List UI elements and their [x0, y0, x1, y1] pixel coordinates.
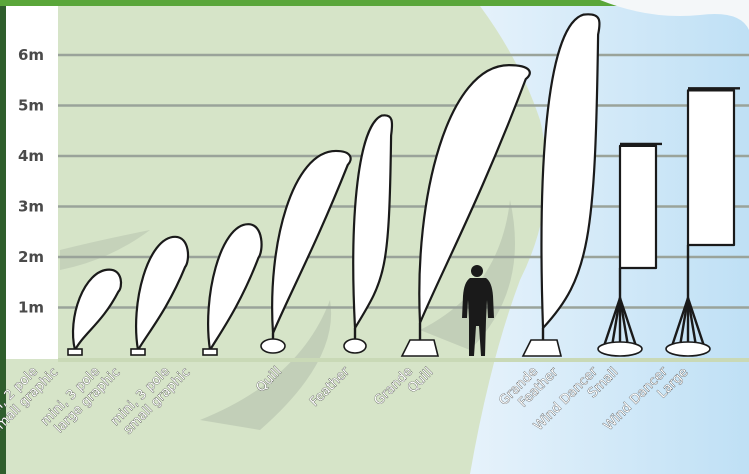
- flag-1: [67, 268, 123, 356]
- scale-strip: [6, 6, 58, 359]
- flag-2: [130, 235, 190, 356]
- flag-leg: [678, 297, 690, 347]
- top-bar: [0, 0, 749, 6]
- flag-base: [597, 341, 643, 357]
- flag-leg: [618, 297, 638, 347]
- flag-base: [521, 339, 563, 357]
- flag-base: [202, 348, 218, 356]
- flag-leg: [686, 297, 706, 347]
- person-icon: [462, 265, 494, 356]
- height-scale: 1m 2m 3m 4m 5m 6m: [18, 46, 44, 317]
- flag-base: [665, 341, 711, 357]
- flag-4: [260, 149, 352, 354]
- flag-banner: [540, 13, 601, 330]
- flag-leg: [618, 297, 630, 347]
- flag-leg: [686, 297, 698, 347]
- scale-label-1m: 1m: [18, 299, 44, 317]
- cloud: [600, 0, 749, 30]
- flag-leg: [610, 297, 622, 347]
- flag-leg: [602, 297, 622, 347]
- flag-3: [202, 223, 263, 356]
- flag-banner: [686, 89, 736, 247]
- flag-base: [400, 339, 440, 357]
- flag-base: [343, 338, 367, 354]
- scale-label-2m: 2m: [18, 248, 44, 266]
- flag-8: [597, 142, 662, 357]
- flags-group: [67, 13, 740, 357]
- field-region: [6, 6, 547, 474]
- flag-banner: [271, 149, 352, 335]
- shadow-swirl: [200, 300, 332, 430]
- scale-label-4m: 4m: [18, 147, 44, 165]
- flag-banner: [352, 114, 394, 330]
- left-edge: [0, 6, 6, 474]
- flag-base: [67, 348, 83, 356]
- flag-5: [343, 114, 394, 354]
- flag-banner: [618, 144, 658, 270]
- flag-base: [260, 338, 286, 354]
- scale-label-3m: 3m: [18, 198, 44, 216]
- flag-6: [400, 63, 531, 357]
- scale-label-6m: 6m: [18, 46, 44, 64]
- flag-banner: [134, 235, 190, 352]
- flag-9: [665, 87, 740, 357]
- flag-banner: [207, 223, 263, 352]
- scale-label-5m: 5m: [18, 97, 44, 115]
- shadow-swirl-3: [60, 230, 150, 270]
- ground-line: [58, 358, 749, 362]
- flag-banner: [71, 268, 123, 352]
- flag-leg: [670, 297, 690, 347]
- flag-7: [521, 13, 601, 357]
- flag-base: [130, 348, 146, 356]
- flag-banner: [418, 63, 531, 324]
